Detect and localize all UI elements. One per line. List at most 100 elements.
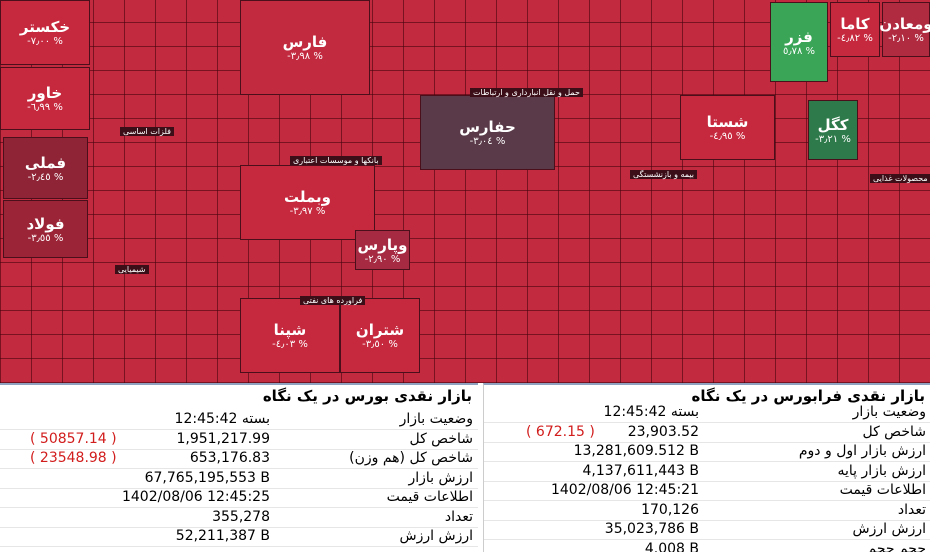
stock-change: -٣٫٥٠ % (362, 339, 398, 350)
stock-tile: شپنا-٤٫٠٣ % (240, 298, 340, 373)
sector-label: حمل و نقل انبارداری و ارتباطات (470, 88, 583, 97)
stock-name: فزر (785, 28, 813, 46)
sector-label: بانکها و موسسات اعتباری (290, 156, 382, 165)
stock-name: حفارس (459, 118, 516, 136)
treemap: خکستر-٧٫٠٠ %خاور-٦٫٩٩ %فملی-٢٫٤٥ %فولاد-… (0, 0, 930, 383)
row-label: شاخص کل (هم وزن) (349, 450, 473, 466)
stock-tile: وپارس-٢٫٩٠ % (355, 230, 410, 270)
stock-name: ومعادن (879, 15, 930, 33)
stock-name: فملی (25, 154, 66, 172)
stock-name: شستا (707, 113, 749, 131)
stock-name: وبملت (284, 188, 331, 206)
stock-change: -٣٫٢١ % (815, 134, 851, 145)
stock-change: -٢٫٩٠ % (365, 254, 401, 265)
row-label: ارزش بازار پایه (837, 463, 926, 479)
row-value: 13,281,609.512 B (574, 443, 699, 459)
stock-change: -٢٫٤٥ % (28, 172, 64, 183)
stock-name: کاما (840, 15, 869, 33)
stock-change: -٤٫٨٢ % (837, 33, 873, 44)
stock-tile: ومعادن-٢٫١٠ % (882, 2, 930, 57)
table-row: اطلاعات قیمت 1402/08/06 12:45:25 (0, 488, 478, 508)
row-change: ( 50857.14 ) (30, 431, 117, 447)
panel-title: بازار نقدی بورس در یک نگاه (263, 387, 472, 405)
stock-tile: خکستر-٧٫٠٠ % (0, 0, 90, 65)
stock-change: -٣٫٩٧ % (290, 206, 326, 217)
stock-tile: فارس-٣٫٩٨ % (240, 0, 370, 95)
row-label: ارزش ارزش (400, 528, 473, 544)
stock-name: خاور (28, 84, 62, 102)
row-label: ارزش بازار (408, 470, 473, 486)
table-row: تعداد 355,278 (0, 508, 478, 528)
sector-label: محصولات غذایی (870, 174, 930, 183)
row-change: ( 672.15 ) (526, 424, 595, 440)
row-value: 1,951,217.99 (176, 431, 270, 447)
row-label: حجم حجم (868, 541, 926, 552)
stock-change: -٣٫٠٤ % (470, 136, 506, 147)
stock-name: شپنا (274, 321, 307, 339)
row-change: ( 23548.98 ) (30, 450, 117, 466)
row-label: وضعیت بازار (400, 411, 473, 427)
stock-tile: خاور-٦٫٩٩ % (0, 67, 90, 130)
stock-name: خکستر (20, 18, 70, 36)
table-row: حجم حجم 4.008 B (484, 540, 930, 552)
stock-change: -٢٫١٠ % (888, 33, 924, 44)
table-row: تعداد 170,126 (484, 501, 930, 521)
row-label: ارزش بازار اول و دوم (799, 443, 926, 459)
row-value: 52,211,387 B (176, 528, 270, 544)
sector-label: فراورده های نفتی (300, 296, 365, 305)
row-label: اطلاعات قیمت (387, 489, 473, 505)
stock-tile: فملی-٢٫٤٥ % (3, 137, 88, 199)
row-label: ارزش ارزش (853, 521, 926, 537)
stock-tile: حفارس-٣٫٠٤ % (420, 95, 555, 170)
table-row: ارزش ارزش 35,023,786 B (484, 520, 930, 540)
stock-tile: شتران-٣٫٥٠ % (340, 298, 420, 373)
row-label: وضعیت بازار (853, 404, 926, 420)
stock-change: -٣٫٥٥ % (28, 233, 64, 244)
stock-name: فارس (283, 33, 328, 51)
stock-change: -٧٫٠٠ % (27, 36, 63, 47)
sector-label: شیمیایی (115, 265, 149, 274)
row-value: 1402/08/06 12:45:25 (122, 489, 270, 505)
stock-tile: شستا-٤٫٩٥ % (680, 95, 775, 160)
row-label: تعداد (445, 509, 473, 525)
row-label: تعداد (898, 502, 926, 518)
row-value: 4.008 B (645, 541, 699, 552)
row-value: 355,278 (212, 509, 270, 525)
stock-change: -٤٫٩٥ % (710, 131, 746, 142)
stock-change: -٣٫٩٨ % (287, 51, 323, 62)
table-row: ارزش بازار 67,765,195,553 B (0, 469, 478, 489)
table-row: ارزش بازار اول و دوم 13,281,609.512 B (484, 442, 930, 462)
stock-name: کگل (818, 116, 849, 134)
stock-tile: فولاد-٣٫٥٥ % (3, 200, 88, 258)
table-row: وضعیت بازار بسته 12:45:42 (484, 403, 930, 423)
stock-change: -٦٫٩٩ % (27, 102, 63, 113)
table-row: ارزش ارزش 52,211,387 B (0, 527, 478, 547)
row-value: 1402/08/06 12:45:21 (551, 482, 699, 498)
row-value: بسته 12:45:42 (604, 404, 699, 420)
row-value: 35,023,786 B (605, 521, 699, 537)
stock-name: شتران (356, 321, 404, 339)
stock-tile: وبملت-٣٫٩٧ % (240, 165, 375, 240)
table-row: اطلاعات قیمت 1402/08/06 12:45:21 (484, 481, 930, 501)
stock-change: -٤٫٠٣ % (272, 339, 308, 350)
row-value: 170,126 (641, 502, 699, 518)
sector-label: بیمه و بازنشستگی (630, 170, 697, 179)
table-row: شاخص کل (هم وزن) 653,176.83 ( 23548.98 ) (0, 449, 478, 469)
stock-name: وپارس (358, 236, 408, 254)
stock-tile: کگل-٣٫٢١ % (808, 100, 858, 160)
row-value: 653,176.83 (190, 450, 270, 466)
row-value: 67,765,195,553 B (145, 470, 270, 486)
sector-label: فلزات اساسی (120, 127, 174, 136)
row-value: 23,903.52 (628, 424, 699, 440)
stock-tile: کاما-٤٫٨٢ % (830, 2, 880, 57)
row-label: شاخص کل (409, 431, 473, 447)
table-row: شاخص کل 1,951,217.99 ( 50857.14 ) (0, 430, 478, 450)
row-label: اطلاعات قیمت (840, 482, 926, 498)
